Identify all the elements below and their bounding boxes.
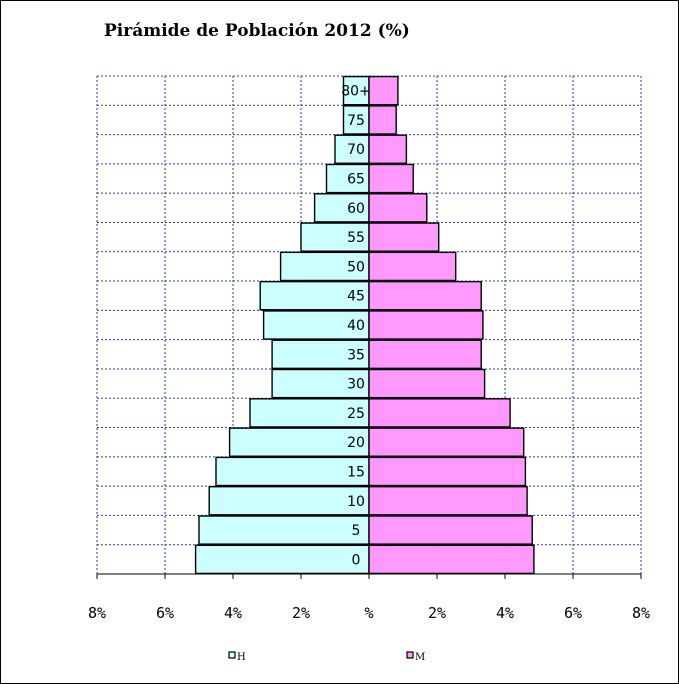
age-label: 5 (352, 523, 361, 539)
bar-h-15 (215, 456, 370, 487)
age-label: 65 (347, 172, 365, 188)
bar-m-65 (368, 163, 414, 194)
bar-m-35 (368, 339, 482, 370)
bar-m-45 (368, 280, 482, 311)
bar-h-55 (300, 222, 370, 252)
age-label: 55 (347, 230, 365, 246)
x-tick-label: 2% (292, 604, 310, 622)
bar-m-30 (368, 368, 486, 399)
bar-h-65 (325, 163, 370, 194)
bar-m-40 (368, 310, 484, 340)
age-label: 80+ (341, 84, 371, 100)
x-tick-label: % (364, 604, 373, 622)
age-label: 35 (347, 347, 365, 363)
bar-m-80plus (368, 75, 399, 106)
legend-label-h: H (237, 652, 246, 663)
bar-m-55 (368, 222, 440, 252)
bar-h-0 (194, 544, 370, 575)
bar-m-50 (368, 251, 457, 282)
age-label: 15 (347, 464, 365, 480)
bar-h-25 (249, 398, 370, 428)
age-label: 30 (347, 377, 365, 393)
age-label: 20 (347, 435, 365, 451)
bar-h-30 (271, 368, 370, 399)
x-tick-label: 6% (156, 604, 174, 622)
legend-swatch-h (228, 651, 236, 659)
age-label: 25 (347, 406, 365, 422)
axis-layer: 8% 6% 4% 2%% 2% 4% 6% 8% (88, 76, 650, 622)
bar-h-80plus (342, 75, 370, 106)
bar-h-5 (198, 515, 370, 545)
age-label: 60 (347, 201, 365, 217)
bar-h-50 (279, 251, 370, 282)
age-label: 70 (347, 142, 365, 158)
bar-m-75 (368, 105, 397, 135)
legend-label-m: M (415, 652, 425, 663)
x-tick-label: 8% (632, 604, 650, 622)
bar-m-15 (368, 456, 527, 487)
bar-h-35 (271, 339, 370, 370)
bar-h-20 (228, 427, 370, 457)
bar-m-25 (368, 398, 511, 428)
x-tick-label: 6% (564, 604, 582, 622)
bar-h-75 (342, 105, 370, 135)
bar-m-70 (368, 134, 408, 164)
x-tick-label: 4% (224, 604, 242, 622)
bar-h-60 (313, 193, 370, 223)
chart-title: Pirámide de Población 2012 (%) (104, 21, 410, 41)
bar-m-20 (368, 427, 525, 457)
bar-m-60 (368, 193, 428, 223)
bar-m-0 (368, 544, 535, 575)
legend-swatch-m (406, 651, 414, 659)
bars-layer (194, 75, 535, 575)
age-label: 75 (347, 113, 365, 129)
bar-h-40 (262, 310, 370, 340)
age-label: 50 (347, 259, 365, 275)
age-label: 0 (352, 552, 361, 568)
x-tick-label: 4% (496, 604, 514, 622)
x-tick-label: 8% (88, 604, 106, 622)
bar-h-10 (208, 486, 370, 516)
labels-layer: 0 5 10 15 20 25 30 35 40 45 50 55 60 65 70 75 80+ (341, 84, 371, 569)
age-label: 40 (347, 318, 365, 334)
x-tick-label: 2% (428, 604, 446, 622)
age-label: 10 (347, 494, 365, 510)
bar-m-5 (368, 515, 533, 545)
age-label: 45 (347, 289, 365, 305)
bar-m-10 (368, 486, 528, 516)
bar-h-70 (334, 134, 370, 164)
